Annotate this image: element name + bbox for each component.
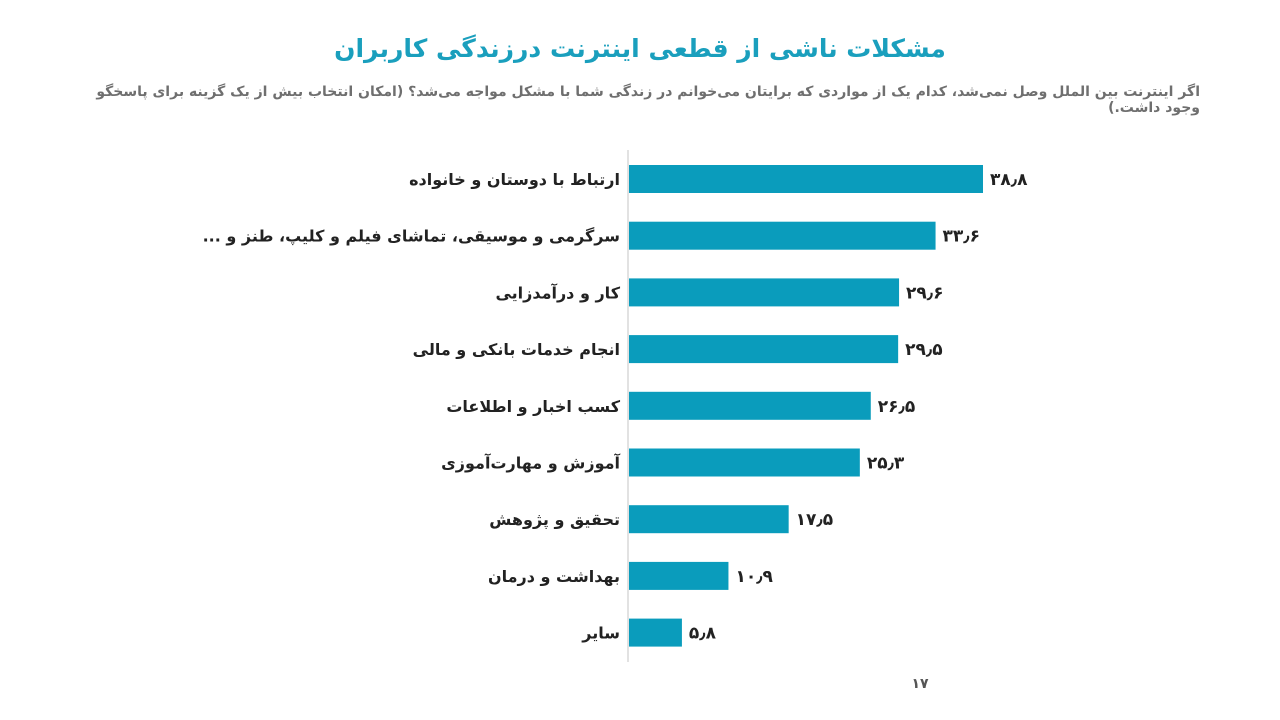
bar-5 bbox=[629, 448, 860, 477]
bar-4 bbox=[629, 391, 871, 420]
bar-7 bbox=[629, 561, 729, 590]
value-label-3: ۲۹٫۵ bbox=[905, 340, 942, 360]
category-label-5: آموزش و مهارت‌آموزی bbox=[441, 453, 620, 473]
bar-0 bbox=[629, 165, 983, 193]
bar-1 bbox=[629, 221, 936, 250]
value-label-7: ۱۰٫۹ bbox=[735, 567, 773, 587]
category-label-4: کسب اخبار و اطلاعات bbox=[446, 397, 620, 416]
value-label-6: ۱۷٫۵ bbox=[796, 510, 833, 530]
page-number: ۱۷ bbox=[911, 676, 929, 692]
category-label-1: سرگرمی و موسیقی، تماشای فیلم و کلیپ، طنز… bbox=[203, 227, 620, 247]
value-label-8: ۵٫۸ bbox=[689, 624, 717, 644]
value-label-2: ۲۹٫۶ bbox=[906, 283, 943, 303]
bar-2 bbox=[629, 278, 900, 307]
chart-title: مشکلات ناشی از قطعی اینترنت درزندگی کارب… bbox=[334, 34, 946, 63]
chart-subtitle: اگر اینترنت بین الملل وصل نمی‌شد، کدام ی… bbox=[96, 84, 1200, 116]
category-label-8: سایر bbox=[581, 624, 620, 643]
value-label-1: ۳۳٫۶ bbox=[943, 227, 980, 247]
category-label-3: انجام خدمات بانکی و مالی bbox=[413, 340, 620, 359]
value-label-0: ۳۸٫۸ bbox=[990, 170, 1028, 190]
bar-6 bbox=[629, 505, 789, 534]
value-label-5: ۲۵٫۳ bbox=[867, 454, 905, 474]
bar-8 bbox=[629, 618, 682, 647]
category-label-6: تحقیق و پژوهش bbox=[489, 510, 620, 530]
value-label-4: ۲۶٫۵ bbox=[878, 397, 915, 417]
bar-3 bbox=[629, 335, 899, 364]
category-label-7: بهداشت و درمان bbox=[488, 567, 620, 586]
category-label-2: کار و درآمدزایی bbox=[495, 282, 620, 302]
category-label-0: ارتباط با دوستان و خانواده bbox=[409, 170, 620, 189]
